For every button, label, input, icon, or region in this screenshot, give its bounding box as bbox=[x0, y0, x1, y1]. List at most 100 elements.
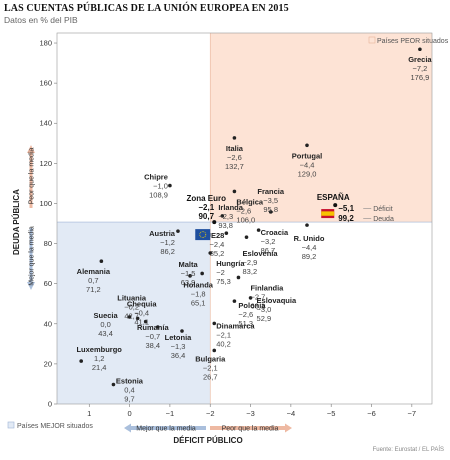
point-deficit-label: −3,5 bbox=[263, 196, 278, 205]
point-deficit-label: −3,0 bbox=[257, 305, 272, 314]
worse-zone-swatch bbox=[368, 36, 376, 44]
point-deficit-label: −2,1 bbox=[203, 363, 218, 372]
data-point bbox=[200, 271, 204, 276]
point-deficit-label: −1,8 bbox=[191, 289, 206, 298]
point-debt-label: 106,0 bbox=[236, 215, 255, 224]
point-debt-label: 132,7 bbox=[225, 162, 244, 171]
data-point bbox=[156, 325, 160, 329]
data-point bbox=[208, 251, 213, 255]
eurozone-deficit: −2,1 bbox=[198, 203, 214, 212]
spain-flag-stripe bbox=[321, 211, 335, 216]
x-tick-label: −7 bbox=[408, 409, 417, 418]
data-point bbox=[212, 348, 217, 353]
point-debt-label: 63,9 bbox=[181, 278, 196, 287]
source-note: Fuente: Eurostat / EL PAÍS bbox=[372, 447, 444, 453]
point-name: Holanda bbox=[183, 280, 213, 289]
point-debt-label: 9,7 bbox=[124, 395, 134, 404]
data-point bbox=[224, 231, 229, 235]
point-name: Lituania bbox=[117, 293, 147, 302]
point-deficit-label: −3,2 bbox=[261, 237, 276, 246]
data-point bbox=[188, 274, 192, 278]
point-debt-label: 86,7 bbox=[261, 246, 276, 255]
data-point bbox=[79, 359, 83, 363]
data-point bbox=[176, 229, 180, 233]
point-debt-label: 93,8 bbox=[218, 221, 233, 230]
eurozone-name: Zona Euro bbox=[186, 194, 226, 203]
point-polonia: Polonia−2,651,3 bbox=[232, 299, 266, 328]
point-austria: Austria−1,286,2 bbox=[149, 229, 180, 256]
point-finlandia: Finlandia−2,763,1 bbox=[236, 275, 284, 310]
point-r-unido: R. Unido−4,489,2 bbox=[294, 223, 325, 261]
point-debt-label: 41,1 bbox=[134, 318, 149, 327]
point-deficit-label: 0,7 bbox=[88, 276, 98, 285]
data-point bbox=[236, 275, 241, 280]
y-tick-label: 80 bbox=[44, 239, 52, 248]
point-debt-label: 36,4 bbox=[171, 351, 186, 360]
data-point bbox=[99, 259, 104, 264]
point-name: Hungría bbox=[216, 259, 245, 268]
better-zone bbox=[57, 222, 211, 404]
y-tick-label: 60 bbox=[44, 279, 52, 288]
point-name: Bélgica bbox=[236, 197, 264, 206]
x-tick-label: 0 bbox=[127, 409, 131, 418]
spain-deficit-caption: Déficit bbox=[373, 206, 393, 213]
spain-debt: 99,2 bbox=[338, 214, 354, 223]
worse-zone bbox=[210, 33, 432, 223]
point-debt-label: 63,1 bbox=[250, 301, 265, 310]
point-deficit-label: −4,4 bbox=[302, 243, 317, 252]
point-name: Alemania bbox=[77, 267, 111, 276]
point-debt-label: 176,9 bbox=[411, 73, 430, 82]
point-debt-label: 65,1 bbox=[191, 298, 206, 307]
point-debt-label: 129,0 bbox=[298, 169, 317, 178]
better-zone-swatch bbox=[7, 421, 15, 429]
point-holanda: Holanda−1,865,1 bbox=[183, 271, 214, 307]
point-malta: Malta−1,563,9 bbox=[178, 260, 198, 287]
point-name: Eslovaquia bbox=[257, 296, 297, 305]
y-tick-label: 120 bbox=[39, 159, 52, 168]
point-name: Austria bbox=[149, 229, 176, 238]
point-espana: ESPAÑA −5,199,2 Déficit Deuda bbox=[317, 193, 394, 223]
y-tick-label: 180 bbox=[39, 39, 52, 48]
point-dinamarca: Dinamarca−2,140,2 bbox=[212, 321, 255, 348]
plot-frame bbox=[56, 32, 433, 405]
point-debt-label: 40,2 bbox=[216, 339, 231, 348]
point-chequia: Chequia−0,441,1 bbox=[127, 300, 157, 327]
point-deficit-label: −1,3 bbox=[171, 342, 186, 351]
point-name: UE28 bbox=[206, 231, 225, 240]
point-hungr-a: Hungría−275,3 bbox=[208, 251, 245, 286]
point-name: Luxemburgo bbox=[76, 345, 122, 354]
point-debt-label: 26,7 bbox=[203, 372, 218, 381]
data-point bbox=[244, 235, 249, 239]
point-name: Bulgaria bbox=[195, 354, 226, 363]
point-irlanda: Irlanda−2,393,8 bbox=[218, 203, 243, 230]
x-axis-title: DÉFICIT PÚBLICO bbox=[173, 436, 242, 445]
y-better-hint: Mejor que la media bbox=[29, 226, 36, 286]
point-debt-label: 95,8 bbox=[263, 205, 278, 214]
point-deficit-label: 0,4 bbox=[124, 386, 134, 395]
point-name: Eslovenia bbox=[243, 249, 279, 258]
point-lituania: Lituania−0,242,7 bbox=[117, 293, 147, 320]
point-debt-label: 51,3 bbox=[238, 319, 253, 328]
point-name: Portugal bbox=[292, 151, 322, 160]
point-debt-label: 86,2 bbox=[160, 247, 175, 256]
point-deficit-label: −7,2 bbox=[412, 64, 427, 73]
point-debt-label: 42,7 bbox=[124, 311, 139, 320]
point-debt-label: 75,3 bbox=[216, 277, 231, 286]
point-deficit-label: −2,7 bbox=[250, 292, 265, 301]
point-name: Italia bbox=[226, 144, 244, 153]
y-tick-label: 160 bbox=[39, 79, 52, 88]
point-name: Malta bbox=[178, 260, 198, 269]
point-name: Croacia bbox=[261, 228, 289, 237]
point-name: Dinamarca bbox=[216, 321, 255, 330]
y-tick-label: 140 bbox=[39, 119, 52, 128]
point-name: Grecia bbox=[408, 55, 432, 64]
point-deficit-label: −2,1 bbox=[216, 330, 231, 339]
y-worse-arrow bbox=[27, 145, 35, 208]
point-deficit-label: −2,4 bbox=[210, 240, 225, 249]
spain-name: ESPAÑA bbox=[317, 193, 350, 202]
